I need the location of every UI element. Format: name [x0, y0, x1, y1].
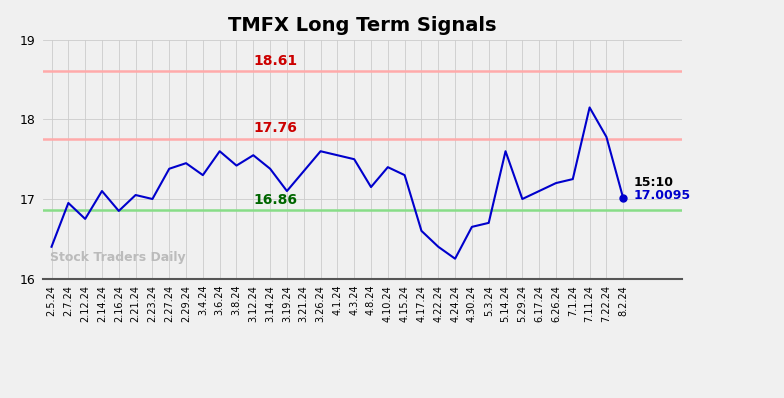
Text: 17.76: 17.76 — [253, 121, 297, 135]
Text: 15:10: 15:10 — [633, 176, 673, 189]
Title: TMFX Long Term Signals: TMFX Long Term Signals — [228, 16, 497, 35]
Text: 17.0095: 17.0095 — [633, 189, 691, 201]
Text: 16.86: 16.86 — [253, 193, 297, 207]
Text: 18.61: 18.61 — [253, 54, 297, 68]
Text: Stock Traders Daily: Stock Traders Daily — [49, 251, 185, 264]
